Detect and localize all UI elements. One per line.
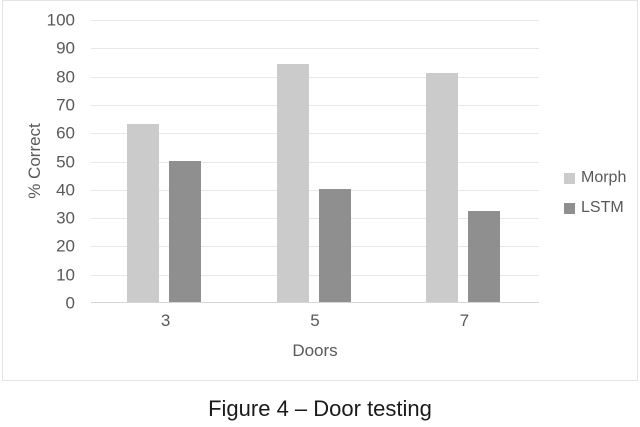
gridline-20 [91, 246, 539, 248]
y-tick-label-80: 80 [56, 67, 75, 87]
gridline-50 [91, 161, 539, 163]
y-tick-label-90: 90 [56, 38, 75, 58]
gridline-70 [91, 104, 539, 106]
bar-morph-doors-3 [127, 123, 160, 302]
x-axis-line [91, 302, 539, 303]
legend-swatch-lstm [564, 202, 575, 214]
gridline-30 [91, 218, 539, 220]
bar-lstm-doors-3 [169, 160, 202, 302]
y-tick-label-10: 10 [56, 265, 75, 285]
legend: Morph LSTM [564, 170, 626, 230]
gridline-90 [91, 48, 539, 50]
legend-item-lstm: LSTM [564, 200, 626, 216]
chart-frame: 0 10 20 30 40 50 60 70 80 90 100 % Correct Doors M… [2, 0, 638, 381]
y-tick-label-30: 30 [56, 208, 75, 228]
bar-lstm-doors-7 [467, 211, 500, 302]
x-tick-label-7: 7 [459, 311, 470, 330]
y-tick-label-40: 40 [56, 180, 75, 200]
legend-item-morph: Morph [564, 170, 626, 186]
figure-caption: Figure 4 – Door testing [208, 396, 432, 421]
y-tick-label-100: 100 [46, 10, 75, 30]
legend-label-morph: Morph [581, 169, 627, 186]
x-tick-label-5: 5 [310, 311, 320, 330]
y-axis-tick-labels: 0 10 20 30 40 50 60 70 80 90 100 [3, 12, 75, 312]
gridline-60 [91, 133, 539, 135]
bar-morph-doors-5 [276, 64, 309, 302]
y-tick-label-50: 50 [56, 152, 75, 171]
x-tick-label-3: 3 [160, 311, 171, 330]
gridline-80 [91, 76, 539, 78]
gridline-10 [91, 274, 539, 276]
gridline-100 [91, 20, 539, 21]
y-axis-title: % Correct [25, 123, 44, 199]
y-tick-label-0: 0 [65, 293, 75, 313]
plot-area [91, 20, 539, 303]
y-tick-label-60: 60 [56, 123, 75, 143]
bar-morph-doors-7 [425, 72, 458, 302]
legend-label-lstm: LSTM [581, 199, 624, 216]
legend-swatch-morph [564, 172, 575, 184]
x-axis-title: Doors [292, 341, 338, 360]
gridline-40 [91, 189, 539, 191]
y-tick-label-70: 70 [56, 95, 75, 115]
bar-lstm-doors-5 [318, 188, 351, 302]
y-tick-label-20: 20 [56, 236, 75, 256]
